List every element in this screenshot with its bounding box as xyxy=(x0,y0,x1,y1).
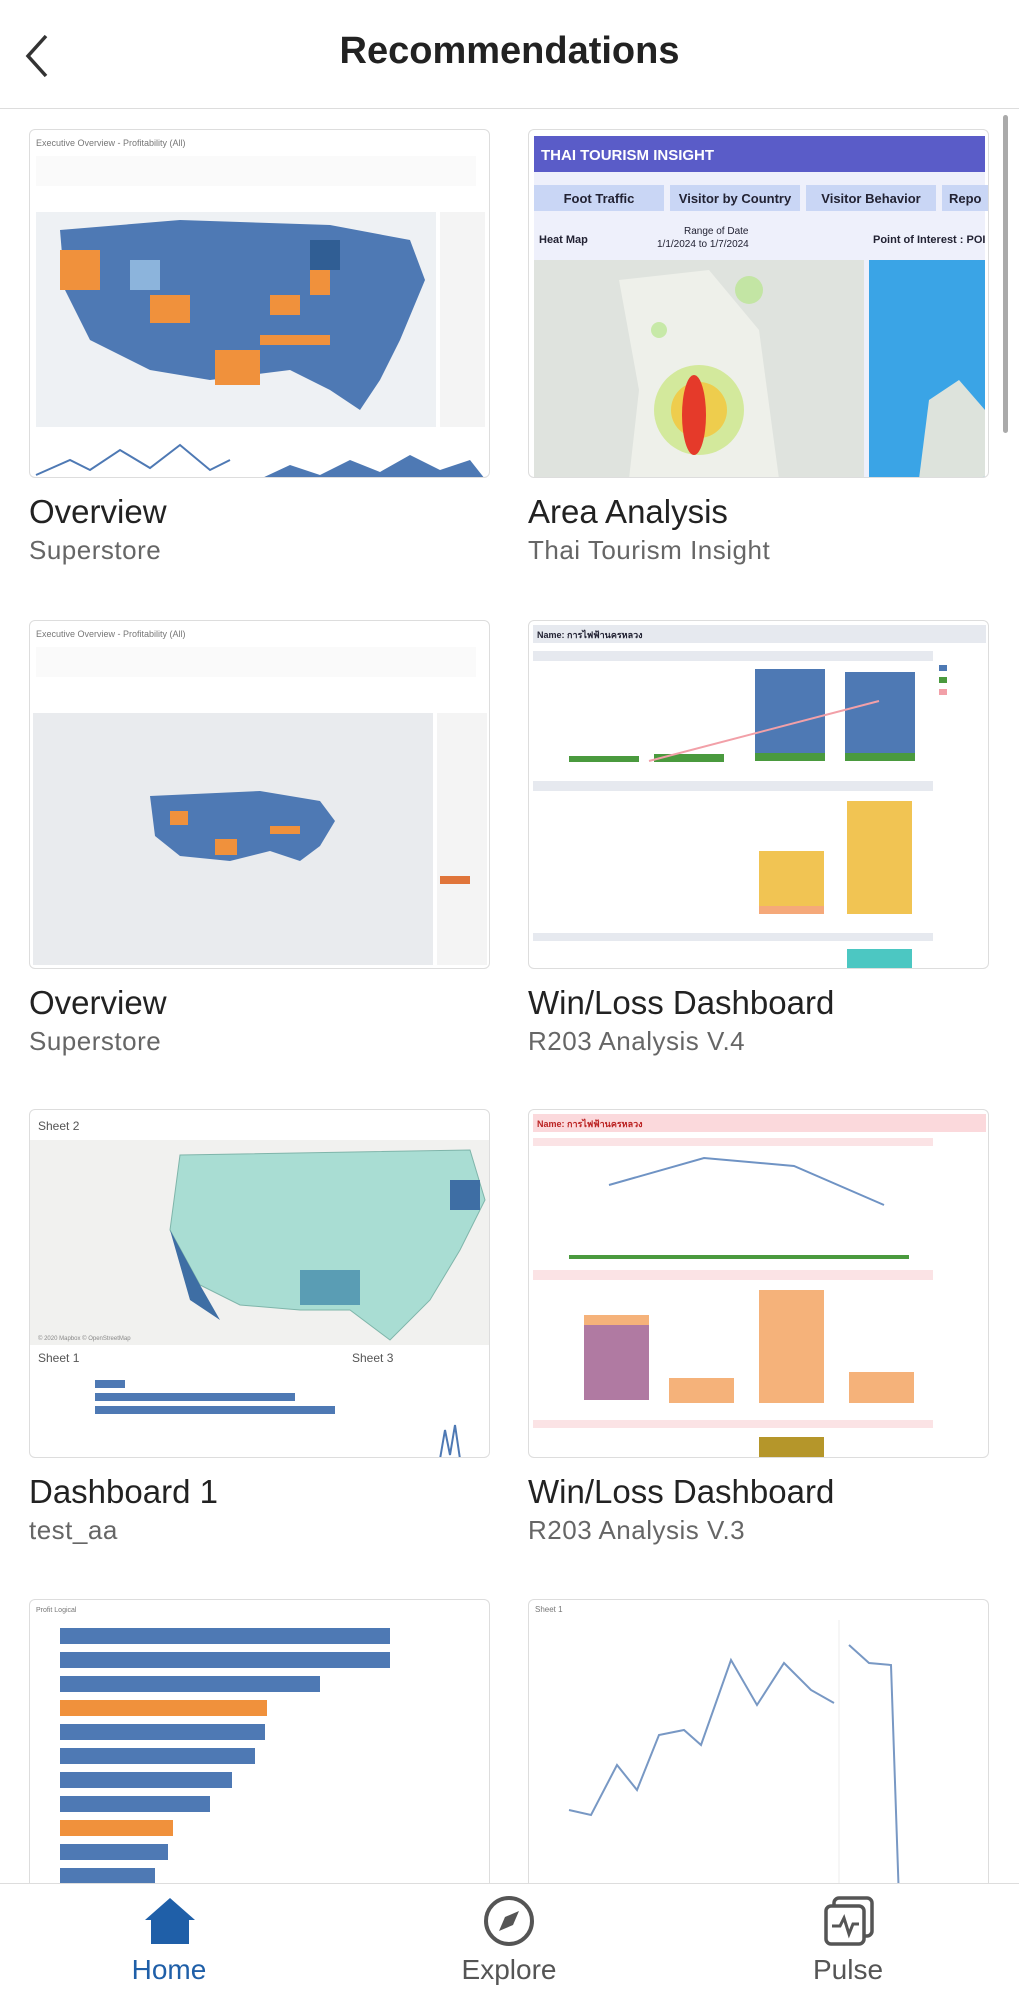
card-title: Win/Loss Dashboard xyxy=(528,1473,835,1510)
tab-bar: Home Explore Pulse xyxy=(0,1883,1019,2000)
thumb-graphic: Sheet 2 © 2020 Mapbox © OpenStreetMap Sh… xyxy=(30,1119,489,1457)
scrollbar xyxy=(1003,115,1008,433)
page-title: Recommendations xyxy=(339,30,680,72)
tab-label: Home xyxy=(131,1954,207,1985)
thumb-text: Range of Date xyxy=(684,226,749,237)
tab-home[interactable]: Home xyxy=(69,1884,269,2000)
card-title: Overview xyxy=(29,984,167,1021)
thumbnail: THAI TOURISM INSIGHT Foot Traffic Visito… xyxy=(528,129,989,478)
thumb-text: Visitor by Country xyxy=(679,191,792,206)
thumb-text: Sheet 3 xyxy=(352,1351,394,1365)
header: Recommendations xyxy=(0,0,1019,109)
thumbnail: Sheet 2 © 2020 Mapbox © OpenStreetMap Sh… xyxy=(29,1109,490,1458)
thumbnail: Sheet 1 xyxy=(528,1599,989,1899)
home-icon xyxy=(145,1898,195,1944)
tab-label: Explore xyxy=(461,1954,557,1985)
thumb-text: Sheet 2 xyxy=(38,1119,80,1133)
thumb-text: THAI TOURISM INSIGHT xyxy=(541,147,714,164)
svg-text:© 2020 Mapbox © OpenStreetMap: © 2020 Mapbox © OpenStreetMap xyxy=(38,1335,131,1342)
thumbnail: Executive Overview - Profitability (All) xyxy=(29,620,490,969)
thumb-graphic: Sheet 1 xyxy=(535,1605,900,1899)
thumb-text: Sheet 1 xyxy=(535,1605,563,1614)
thumb-text: Foot Traffic xyxy=(564,191,635,206)
thumbnail: Executive Overview - Profitability (All) xyxy=(29,129,490,478)
thumb-text: Sheet 1 xyxy=(38,1351,80,1365)
tab-label: Pulse xyxy=(812,1954,884,1985)
explore-icon xyxy=(484,1896,534,1946)
thumb-text: Profit Logical xyxy=(36,1607,77,1614)
thumbnail: Profit Logical xyxy=(29,1599,490,1899)
thumb-text: Name: การไฟฟ้านครหลวง xyxy=(537,629,643,640)
card-subtitle: R203 Analysis V.3 xyxy=(528,1515,746,1545)
card-title: Overview xyxy=(29,493,167,530)
card-subtitle: Superstore xyxy=(29,1026,162,1056)
tab-pulse[interactable]: Pulse xyxy=(748,1884,948,2000)
card-title: Win/Loss Dashboard xyxy=(528,984,835,1021)
card-subtitle: Superstore xyxy=(29,535,162,565)
thumb-graphic: THAI TOURISM INSIGHT Foot Traffic Visito… xyxy=(534,136,988,477)
thumbnail: Name: การไฟฟ้านครหลวง xyxy=(528,1109,989,1458)
thumb-graphic: Executive Overview - Profitability (All) xyxy=(35,138,485,477)
thumbnail: Name: การไฟฟ้านครหลวง xyxy=(528,620,989,969)
card-title: Area Analysis xyxy=(528,493,728,530)
pulse-icon xyxy=(824,1896,874,1946)
thumb-text: Visitor Behavior xyxy=(821,191,920,206)
thumb-text: Repo xyxy=(949,191,982,206)
thumb-graphic: Executive Overview - Profitability (All) xyxy=(33,629,487,965)
thumb-text: Executive Overview - Profitability (All) xyxy=(36,138,186,148)
back-button[interactable] xyxy=(22,32,52,80)
thumb-text: Point of Interest : POI xyxy=(873,234,985,246)
thumb-graphic: Profit Logical xyxy=(36,1607,390,1899)
tab-explore[interactable]: Explore xyxy=(409,1884,609,2000)
thumb-graphic: Name: การไฟฟ้านครหลวง xyxy=(533,1114,986,1457)
card-title: Dashboard 1 xyxy=(29,1473,218,1510)
thumb-graphic: Name: การไฟฟ้านครหลวง xyxy=(533,625,986,968)
thumb-text: Executive Overview - Profitability (All) xyxy=(36,629,186,639)
card-subtitle: R203 Analysis V.4 xyxy=(528,1026,746,1056)
thumb-text: Heat Map xyxy=(539,234,588,246)
card-subtitle: Thai Tourism Insight xyxy=(528,535,771,565)
thumb-text: Name: การไฟฟ้านครหลวง xyxy=(537,1118,643,1129)
thumb-text: 1/1/2024 to 1/7/2024 xyxy=(657,239,749,250)
card-subtitle: test_aa xyxy=(29,1515,118,1545)
